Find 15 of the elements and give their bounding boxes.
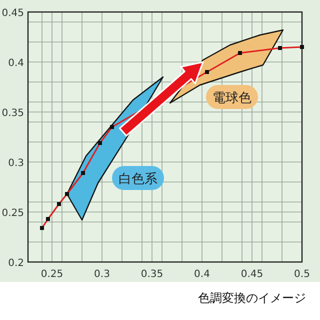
x-tick-label: 0.5 <box>294 269 310 280</box>
annotation: 電球色 <box>212 91 252 106</box>
y-tick-label: 0.2 <box>8 258 24 269</box>
text: 色調変換のイメージ <box>198 291 306 305</box>
y-tick-label: 0.25 <box>2 208 24 219</box>
y-tick-label: 0.3 <box>8 158 24 169</box>
y-tick-label: 0.35 <box>2 108 24 119</box>
x-tick-label: 0.3 <box>94 269 110 280</box>
x-tick-label: 0.45 <box>240 269 264 280</box>
x-tick-label: 0.25 <box>40 269 64 280</box>
y-tick-label: 0.4 <box>8 58 24 69</box>
y-tick-label: 0.45 <box>2 8 24 19</box>
x-tick-label: 0.4 <box>194 269 210 280</box>
annotation: 白色系 <box>118 172 158 187</box>
x-tick-label: 0.35 <box>140 269 164 280</box>
